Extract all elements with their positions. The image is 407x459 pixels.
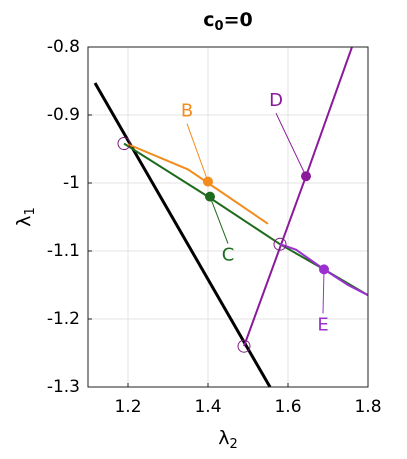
x-axis-label: λ2 [218,427,238,452]
title-part: c [203,9,214,31]
chart-title: c0=0 [203,9,252,34]
x-tick-label: 1.8 [354,397,381,417]
x-tick-label: 1.6 [274,397,301,417]
point [203,176,213,187]
point [319,264,329,275]
annotation-arrow [186,123,209,182]
annotation-arrow [322,269,325,314]
y-tick-label: -1.1 [47,241,80,261]
plot-area [88,47,368,387]
y-tick-label: -1.2 [47,309,80,329]
annotation: E [317,314,328,335]
annotation: B [181,101,193,122]
annotation: C [222,245,235,266]
y-axis-label: λ1 [13,207,38,227]
annotation-arrow [275,112,307,177]
open-circle [273,237,287,251]
xlabel-sub: 2 [229,437,237,452]
xlabel-part: λ [218,427,229,449]
ylabel-sub: 1 [23,207,38,215]
x-tick-label: 1.4 [194,397,221,417]
plot-frame [87,46,369,388]
series-line [127,143,269,225]
y-tick-label: -0.8 [47,37,80,57]
open-circle [237,339,251,353]
point [301,171,311,182]
point [205,191,215,202]
title-sub: 0 [215,19,224,34]
annotation: D [269,90,283,111]
x-tick-label: 1.2 [114,397,141,417]
annotation-arrow [209,196,229,244]
open-circle [117,137,131,151]
y-tick-label: -0.9 [47,105,80,125]
y-tick-label: -1.3 [47,377,80,397]
series-line [93,82,272,388]
title-part: =0 [224,9,253,31]
ylabel-part: λ [13,216,35,227]
y-tick-label: -1 [63,173,80,193]
